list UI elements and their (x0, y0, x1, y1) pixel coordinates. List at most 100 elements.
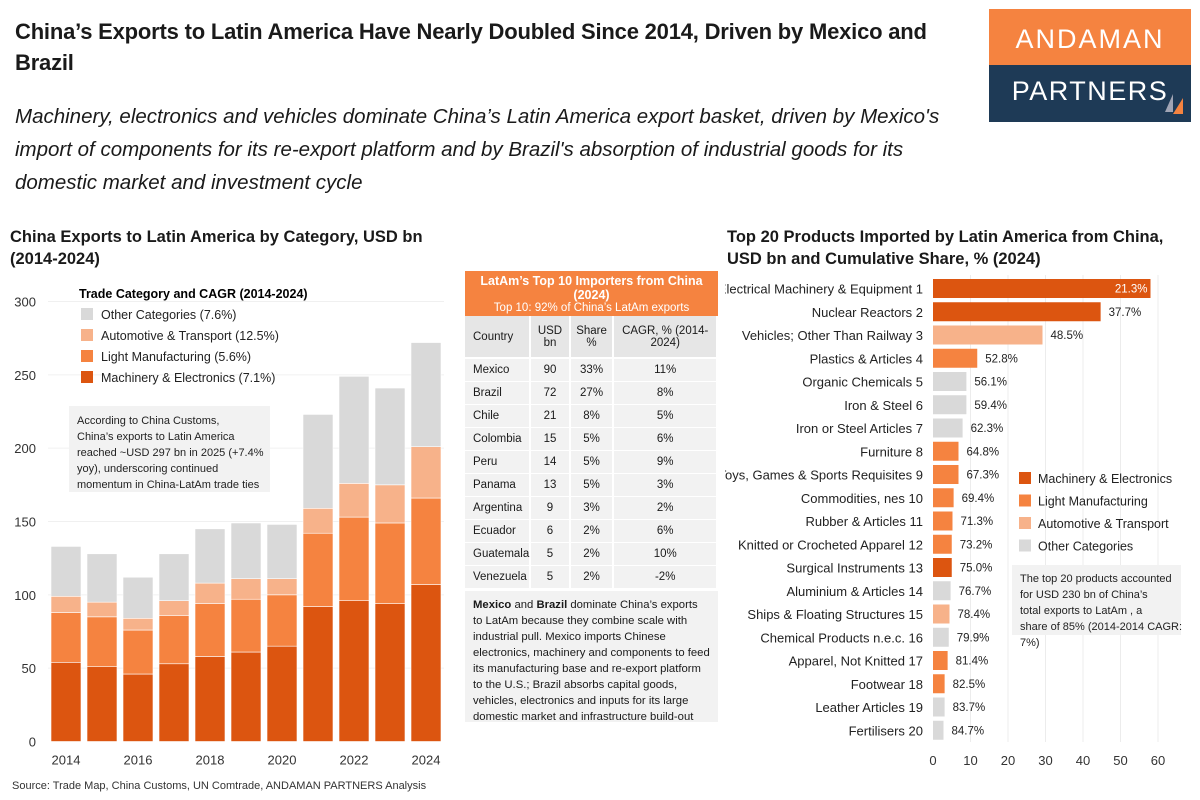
table-cell: 3% (570, 497, 615, 520)
x-tick-label: 0 (929, 753, 936, 768)
bar-segment-auto (266, 578, 298, 596)
product-bar-machinery (933, 279, 1151, 298)
y-tick-label: 50 (22, 661, 36, 676)
table-cell: Peru (465, 451, 532, 474)
product-label: Iron or Steel Articles 7 (796, 421, 923, 436)
product-bar-other (933, 581, 951, 601)
product-label: Fertilisers 20 (849, 723, 923, 738)
cumulative-share-label: 64.8% (967, 446, 1000, 458)
bar-segment-light (410, 497, 442, 585)
legend-swatch-light (1019, 494, 1031, 507)
legend-label: Light Manufacturing (5.6%) (101, 350, 251, 364)
product-label: Ships & Floating Structures 15 (747, 607, 923, 622)
y-tick-label: 0 (29, 735, 36, 750)
bar-segment-machinery (338, 600, 370, 742)
cumulative-share-label: 82.5% (953, 679, 986, 691)
y-tick-label: 150 (14, 515, 36, 530)
product-label: Plastics & Articles 4 (810, 351, 923, 366)
y-tick-label: 300 (14, 295, 36, 310)
product-label: Knitted or Crocheted Apparel 12 (738, 537, 923, 552)
product-bar-light (933, 674, 945, 694)
bar-segment-auto (158, 600, 190, 616)
table-cell: 15 (531, 428, 571, 451)
table-cell: 6% (614, 428, 718, 451)
right-chart-title: Top 20 Products Imported by Latin Americ… (727, 228, 1164, 268)
product-label: Vehicles; Other Than Railway 3 (742, 328, 923, 343)
legend-label: Automotive & Transport (12.5%) (101, 329, 279, 343)
legend-label: Machinery & Electronics (7.1%) (101, 371, 275, 385)
x-tick-label: 10 (963, 753, 977, 768)
table-cell: 14 (531, 451, 571, 474)
product-bar-light (933, 511, 953, 531)
table-cell: 6% (614, 520, 718, 543)
table-cell: Ecuador (465, 520, 532, 543)
top-importers-table: LatAm’s Top 10 Importers from China (202… (465, 271, 718, 589)
table-cell: 8% (570, 405, 615, 428)
x-tick-label: 30 (1038, 753, 1052, 768)
cumulative-share-label: 56.1% (974, 377, 1007, 389)
product-label: Toys, Games & Sports Requisites 9 (725, 468, 923, 483)
table-row: Chile 21 8% 5% (465, 405, 718, 428)
x-tick-label: 60 (1151, 753, 1165, 768)
cumulative-share-label: 48.5% (1051, 330, 1084, 342)
andaman-partners-logo: ANDAMAN PARTNERS (989, 9, 1191, 122)
table-cell: 6 (531, 520, 571, 543)
bar-segment-light (266, 594, 298, 647)
table-cell: 8% (614, 382, 718, 405)
y-tick-label: 200 (14, 441, 36, 456)
bar-segment-machinery (230, 651, 262, 742)
bar-segment-light (230, 598, 262, 653)
table-row: Argentina 9 3% 2% (465, 497, 718, 520)
x-tick-label: 2016 (124, 753, 153, 768)
bar-segment-other (50, 546, 82, 597)
bar-segment-machinery (374, 603, 406, 742)
bar-segment-auto (122, 617, 154, 631)
bar-segment-auto (302, 508, 334, 534)
cumulative-share-label: 71.3% (961, 516, 994, 528)
product-label: Rubber & Articles 11 (805, 514, 923, 529)
product-label: Surgical Instruments 13 (786, 561, 923, 576)
page-subtitle: Machinery, electronics and vehicles domi… (15, 105, 940, 194)
cumulative-share-label: 83.7% (953, 702, 986, 714)
bar-segment-machinery (50, 661, 82, 742)
table-cell: 27% (570, 382, 615, 405)
bar-segment-other (302, 414, 334, 509)
left-chart-title: China Exports to Latin America by Catego… (10, 228, 423, 268)
product-bar-light (933, 465, 959, 484)
note-text: dominate China’s exports to LatAm becaus… (473, 599, 710, 723)
product-bar-other (933, 395, 967, 415)
x-tick-label: 50 (1113, 753, 1127, 768)
annotation-text: 7%) (1020, 637, 1040, 649)
product-label: Footwear 18 (851, 677, 923, 692)
bar-segment-machinery (410, 584, 442, 742)
legend-swatch-auto (1019, 517, 1031, 529)
source-note: Source: Trade Map, China Customs, UN Com… (12, 780, 427, 792)
bar-segment-other (374, 387, 406, 486)
legend-swatch-other (1019, 539, 1031, 552)
stacked-bar-chart: 0 50 100 150 200 250 300 2014 2016 2018 2020 2022 20… (14, 287, 444, 768)
product-bar-other (933, 720, 944, 740)
legend-title: Trade Category and CAGR (2014-2024) (79, 287, 308, 301)
bar-segment-machinery (86, 666, 118, 742)
x-tick-label: 20 (1001, 753, 1015, 768)
bar-segment-light (338, 516, 370, 602)
product-bar-auto (933, 325, 1043, 345)
bar-segment-auto (374, 484, 406, 524)
product-bar-machinery (933, 558, 952, 577)
x-tick-label: 2014 (52, 753, 81, 768)
table-cell: Panama (465, 474, 532, 497)
table-cell: -2% (614, 566, 718, 589)
table-cell: 2% (614, 497, 718, 520)
bar-segment-machinery (302, 606, 334, 742)
table-cell: 5% (570, 428, 615, 451)
product-label: Electrical Machinery & Equipment 1 (725, 282, 923, 297)
table-cell: 72 (531, 382, 571, 405)
x-tick-label: 2022 (340, 753, 369, 768)
bar-segment-auto (50, 595, 82, 613)
table-cell: 10% (614, 543, 718, 566)
bar-segment-other (122, 576, 154, 619)
table-note: Mexico and Brazil dominate China’s expor… (465, 591, 718, 723)
y-tick-label: 250 (14, 368, 36, 383)
cumulative-share-label: 62.3% (971, 423, 1004, 435)
bar-segment-light (86, 616, 118, 668)
